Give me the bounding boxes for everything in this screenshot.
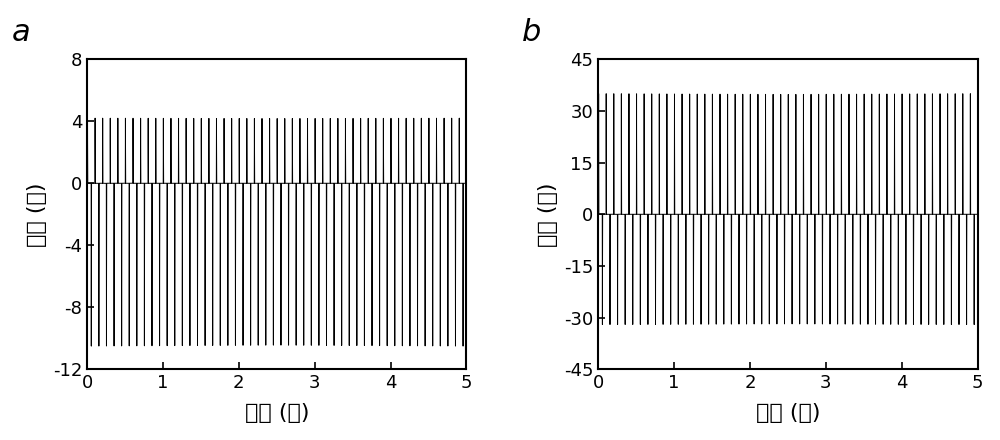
Text: a: a <box>11 18 30 47</box>
X-axis label: 时间 (秒): 时间 (秒) <box>756 403 820 423</box>
Y-axis label: 电压 (伏): 电压 (伏) <box>538 182 558 246</box>
Text: b: b <box>522 18 542 47</box>
X-axis label: 时间 (秒): 时间 (秒) <box>245 403 309 423</box>
Y-axis label: 电压 (伏): 电压 (伏) <box>27 182 47 246</box>
